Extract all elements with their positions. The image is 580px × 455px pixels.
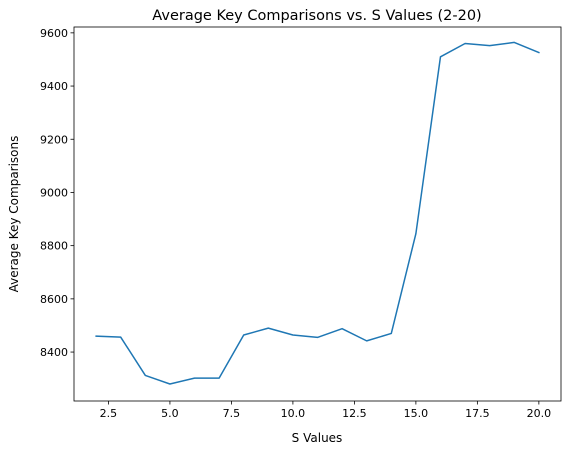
y-tick-label: 9000	[40, 186, 68, 199]
series-line-0	[95, 41, 540, 385]
x-axis-label: S Values	[292, 431, 343, 445]
x-tick-label: 15.0	[404, 407, 429, 420]
axes-frame	[73, 26, 562, 402]
chart-title: Average Key Comparisons vs. S Values (2-…	[152, 8, 481, 24]
y-tick-label: 8800	[40, 240, 68, 253]
x-tick-label: 17.5	[465, 407, 490, 420]
y-tick-label: 9400	[40, 80, 68, 93]
y-tick-label: 8400	[40, 346, 68, 359]
y-tick-label: 9200	[40, 133, 68, 146]
x-tick-label: 10.0	[281, 407, 306, 420]
y-axis-label: Average Key Comparisons	[7, 136, 21, 293]
y-tick-label: 9600	[40, 27, 68, 40]
y-tick-label: 8600	[40, 293, 68, 306]
x-tick-label: 20.0	[527, 407, 552, 420]
x-tick-label: 7.5	[223, 407, 241, 420]
plot-area: 2.5 5.0 7.5 10.0 12.5 15.0 17.5 20.0 8400 8600 880…	[40, 26, 562, 420]
x-tick-label: 5.0	[161, 407, 179, 420]
x-tick-label: 2.5	[100, 407, 118, 420]
x-tick-label: 12.5	[342, 407, 367, 420]
